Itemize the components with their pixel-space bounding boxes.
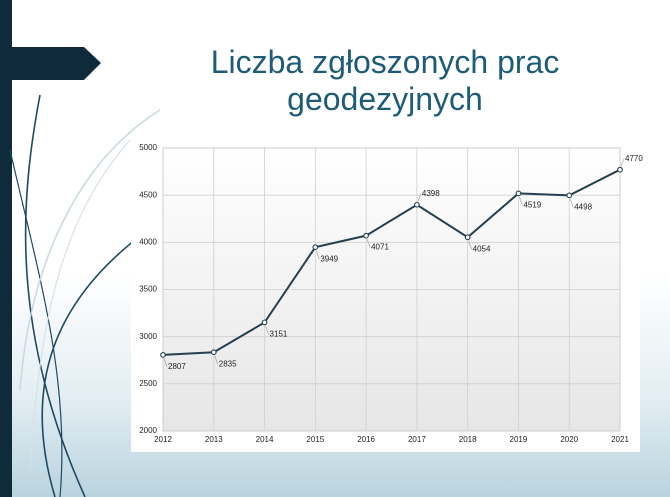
marker [414, 201, 420, 208]
y-tick-label: 2500 [139, 379, 157, 388]
marker [210, 349, 217, 356]
label-leader [163, 358, 168, 367]
data-label: 2835 [219, 359, 237, 368]
label-leader [366, 239, 371, 248]
y-tick-label: 5000 [139, 143, 157, 152]
data-label: 4519 [523, 200, 541, 209]
curve [29, 139, 131, 471]
data-label: 4071 [371, 243, 389, 252]
x-tick-label: 2021 [611, 435, 629, 444]
marker [261, 319, 268, 326]
curve [19, 109, 161, 391]
data-label: 4054 [473, 244, 491, 253]
label-leader [519, 196, 523, 206]
marker [363, 232, 369, 239]
label-leader [620, 158, 625, 167]
y-tick-label: 4500 [139, 190, 157, 199]
x-tick-label: 2015 [306, 435, 324, 444]
x-tick-label: 2014 [256, 435, 274, 444]
marker [515, 190, 522, 197]
y-tick-label: 3500 [139, 285, 157, 294]
marker [464, 234, 471, 241]
x-tick-label: 2016 [357, 435, 375, 444]
label-leader [468, 240, 472, 250]
line [162, 168, 621, 356]
curve [24, 94, 86, 497]
x-tick-label: 2012 [154, 435, 172, 444]
label-leader [265, 325, 269, 335]
marker [566, 192, 573, 199]
x-tick-label: 2017 [408, 435, 426, 444]
y-tick-label: 4000 [139, 237, 157, 246]
x-tick-label: 2018 [459, 435, 477, 444]
y-tick-label: 3000 [139, 332, 157, 341]
x-tick-label: 2013 [205, 435, 223, 444]
data-label: 2807 [168, 362, 186, 371]
marker [160, 352, 166, 358]
label-leader [214, 355, 219, 365]
marker [617, 166, 623, 173]
label-leader [417, 193, 422, 202]
data-label: 4498 [574, 202, 592, 211]
label-leader [569, 198, 574, 208]
label-leader [316, 250, 320, 260]
x-tick-label: 2020 [560, 435, 578, 444]
data-label: 3151 [270, 330, 288, 339]
arrow [0, 47, 101, 80]
x-tick-label: 2019 [510, 435, 528, 444]
marker [312, 244, 319, 250]
chart-title: Liczba zgłoszonych prac geodezyjnych [210, 44, 560, 117]
y-tick-label: 2000 [139, 426, 157, 435]
data-label: 4770 [625, 154, 643, 163]
data-label: 4398 [422, 189, 440, 198]
side-strip [0, 0, 12, 497]
curve [9, 149, 63, 497]
data-label: 3949 [320, 254, 338, 263]
